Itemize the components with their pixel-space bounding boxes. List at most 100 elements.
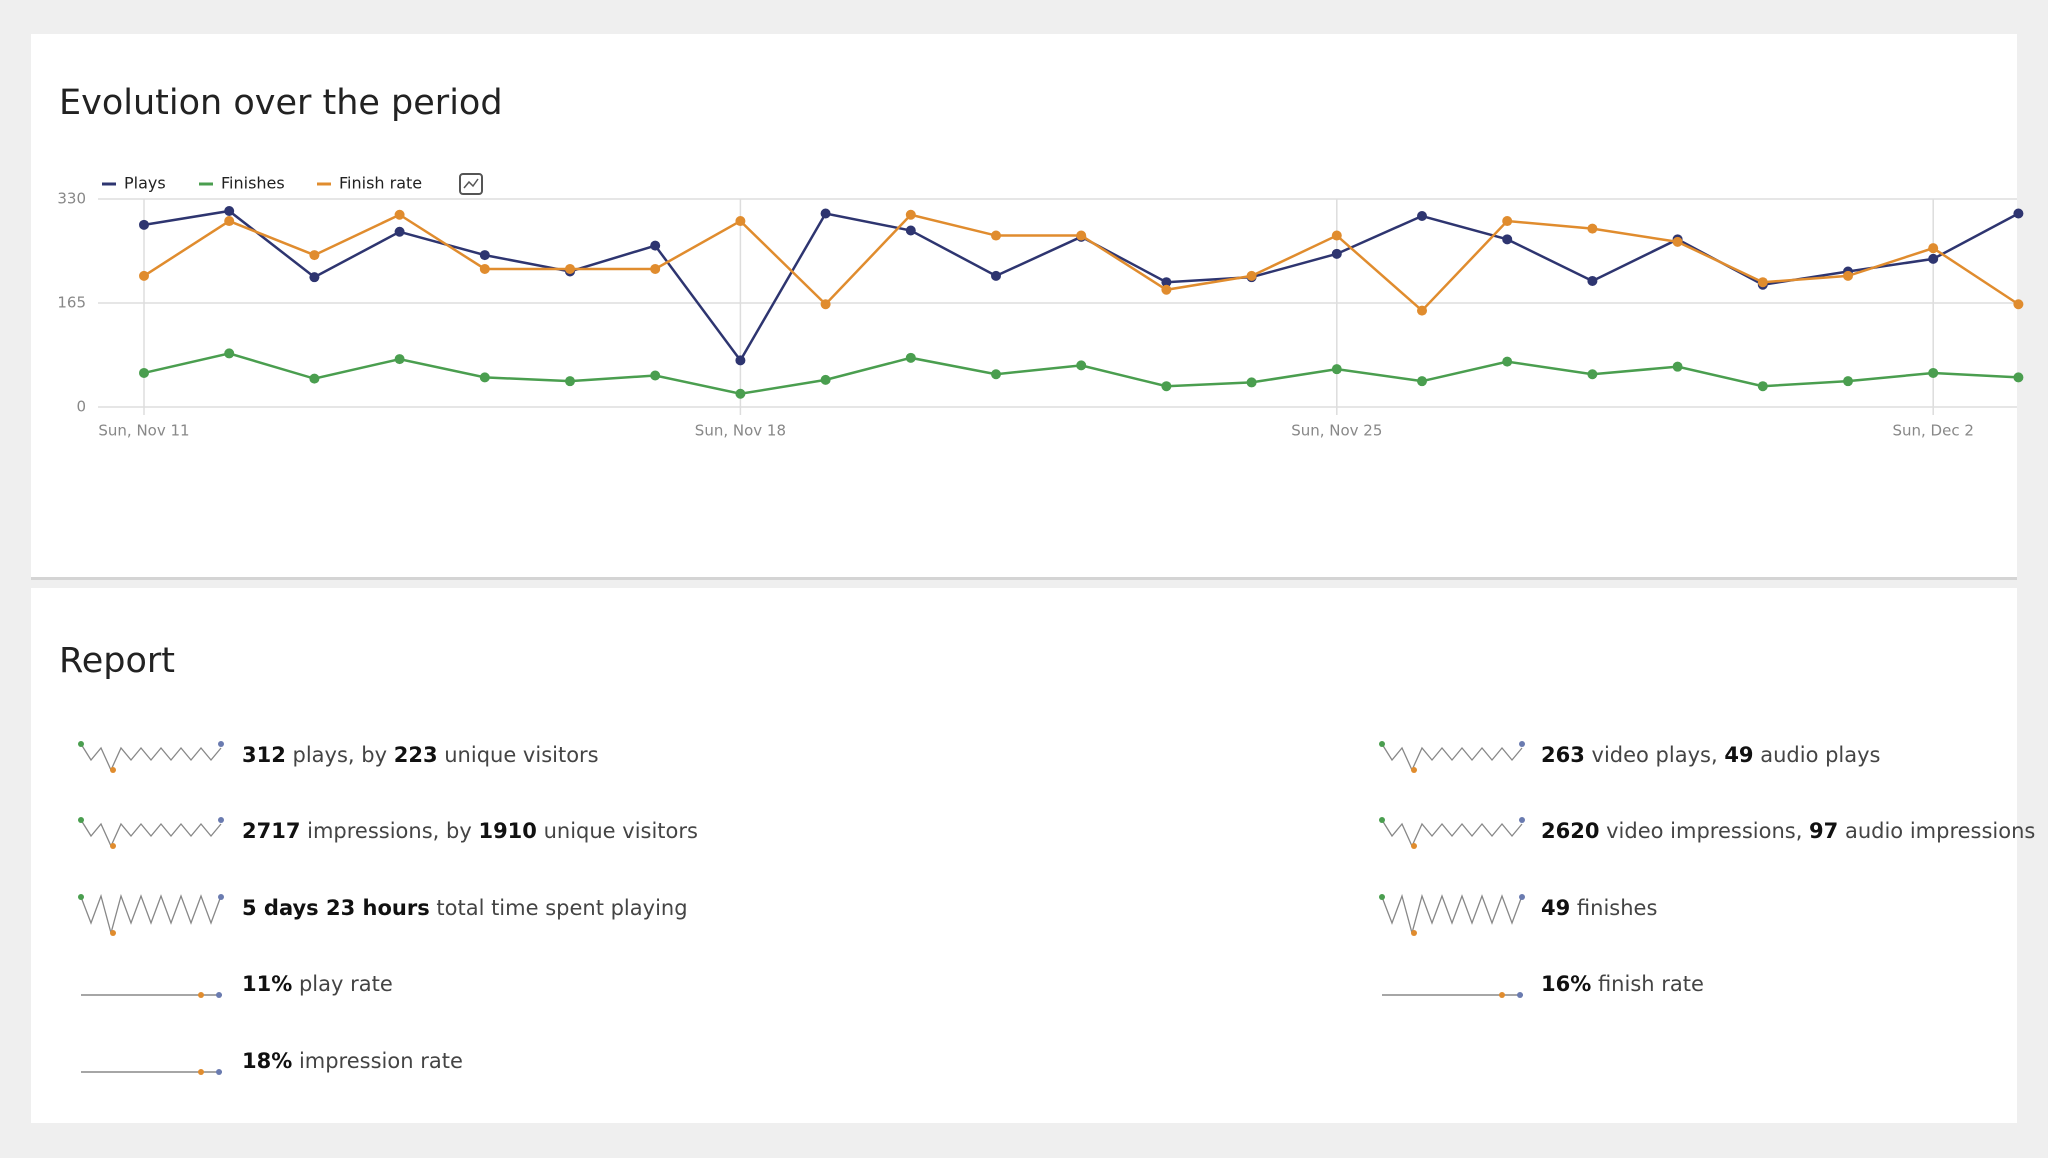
report-segment: play rate (292, 972, 392, 996)
report-segment: video impressions, (1599, 819, 1809, 843)
report-segment: impression rate (292, 1049, 463, 1073)
point (479, 263, 490, 274)
point (1757, 277, 1768, 288)
x-tick-label: Sun, Nov 18 (695, 422, 786, 440)
point (1161, 381, 1172, 392)
point (991, 369, 1001, 380)
point (735, 216, 746, 227)
y-tick-label: 0 (76, 398, 86, 416)
spark-dot (1379, 741, 1385, 747)
report-segment: unique visitors (438, 743, 599, 767)
y-tick-label: 330 (57, 190, 86, 208)
point (309, 250, 320, 261)
report-item: 49 finishes (1541, 896, 1657, 920)
report-segment: finishes (1570, 896, 1657, 920)
point (565, 263, 575, 274)
point (479, 372, 490, 383)
chart-card (31, 34, 2017, 577)
point (1502, 234, 1513, 245)
report-segment: 1910 (478, 819, 536, 843)
point (1331, 230, 1342, 241)
report-segment: 2620 (1541, 819, 1599, 843)
point (650, 240, 661, 251)
report-item: 263 video plays, 49 audio plays (1541, 743, 1881, 767)
legend-icon[interactable] (459, 173, 483, 195)
report-item: 312 plays, by 223 unique visitors (242, 743, 599, 767)
point (650, 263, 661, 274)
chart-title: Evolution over the period (59, 83, 503, 123)
spark-dot (110, 843, 116, 849)
point (1502, 216, 1513, 227)
spark-dot (1379, 894, 1385, 900)
report-segment: 223 (394, 743, 438, 767)
point (1076, 360, 1087, 371)
point (309, 272, 320, 283)
report-item: 11% play rate (242, 972, 393, 996)
report-segment: 49 (1724, 743, 1753, 767)
point (650, 370, 661, 381)
point (1502, 356, 1513, 367)
point (479, 250, 490, 261)
point (1928, 367, 1939, 378)
point (2013, 299, 2024, 310)
spark-dot (78, 817, 84, 823)
spark-dot (218, 741, 224, 747)
sparkline (1381, 743, 1523, 772)
spark-dot (218, 817, 224, 823)
report-item: 2717 impressions, by 1910 unique visitor… (242, 819, 698, 843)
report-item: 2620 video impressions, 97 audio impress… (1541, 819, 2035, 843)
point (565, 376, 575, 387)
spark-dot (1499, 992, 1505, 998)
point (394, 209, 405, 220)
point (224, 216, 235, 227)
point (139, 367, 149, 378)
point (820, 374, 831, 385)
y-tick-label: 165 (57, 294, 86, 312)
report-segment: 2717 (242, 819, 300, 843)
report-title: Report (59, 641, 175, 681)
point (820, 299, 831, 310)
point (1417, 211, 1427, 222)
chart: 0 165 330 Sun, Nov 11 Sun, Nov 18 Sun, Nov 25… (57, 174, 2024, 440)
spark-dot (216, 992, 222, 998)
sparkline (1381, 819, 1523, 848)
spark-dot (1411, 767, 1417, 773)
point (1587, 275, 1598, 286)
spark-dot (198, 1069, 204, 1075)
point (905, 352, 916, 363)
spark-dot (1379, 817, 1385, 823)
chart-type-icon[interactable] (459, 173, 483, 195)
point (139, 219, 149, 230)
chart-type-glyph[interactable] (463, 178, 479, 189)
point (394, 226, 405, 237)
report-item: 18% impression rate (242, 1049, 463, 1073)
spark-dot (78, 741, 84, 747)
report-segment: total time spent playing (430, 896, 688, 920)
point (1672, 236, 1683, 247)
point (735, 355, 746, 366)
report-segment: impressions, by (300, 819, 478, 843)
report-card (31, 588, 2017, 1123)
sparkline (80, 893, 222, 936)
point (2013, 372, 2024, 383)
point (1928, 243, 1939, 254)
point (1757, 381, 1768, 392)
spark-dot (1411, 930, 1417, 936)
point (991, 230, 1001, 241)
point (1331, 364, 1342, 375)
point (1843, 270, 1853, 281)
point (1076, 230, 1087, 241)
point (1161, 284, 1172, 295)
point (394, 354, 405, 365)
point (1587, 369, 1598, 380)
report-segment: audio plays (1754, 743, 1881, 767)
report-segment: 18% (242, 1049, 292, 1073)
report-segment: plays, by (286, 743, 394, 767)
report-segment: video plays, (1585, 743, 1724, 767)
point (224, 205, 235, 216)
point (1246, 377, 1257, 388)
x-tick-label: Sun, Nov 11 (98, 422, 189, 440)
point (1417, 376, 1427, 387)
spark-dot (110, 767, 116, 773)
